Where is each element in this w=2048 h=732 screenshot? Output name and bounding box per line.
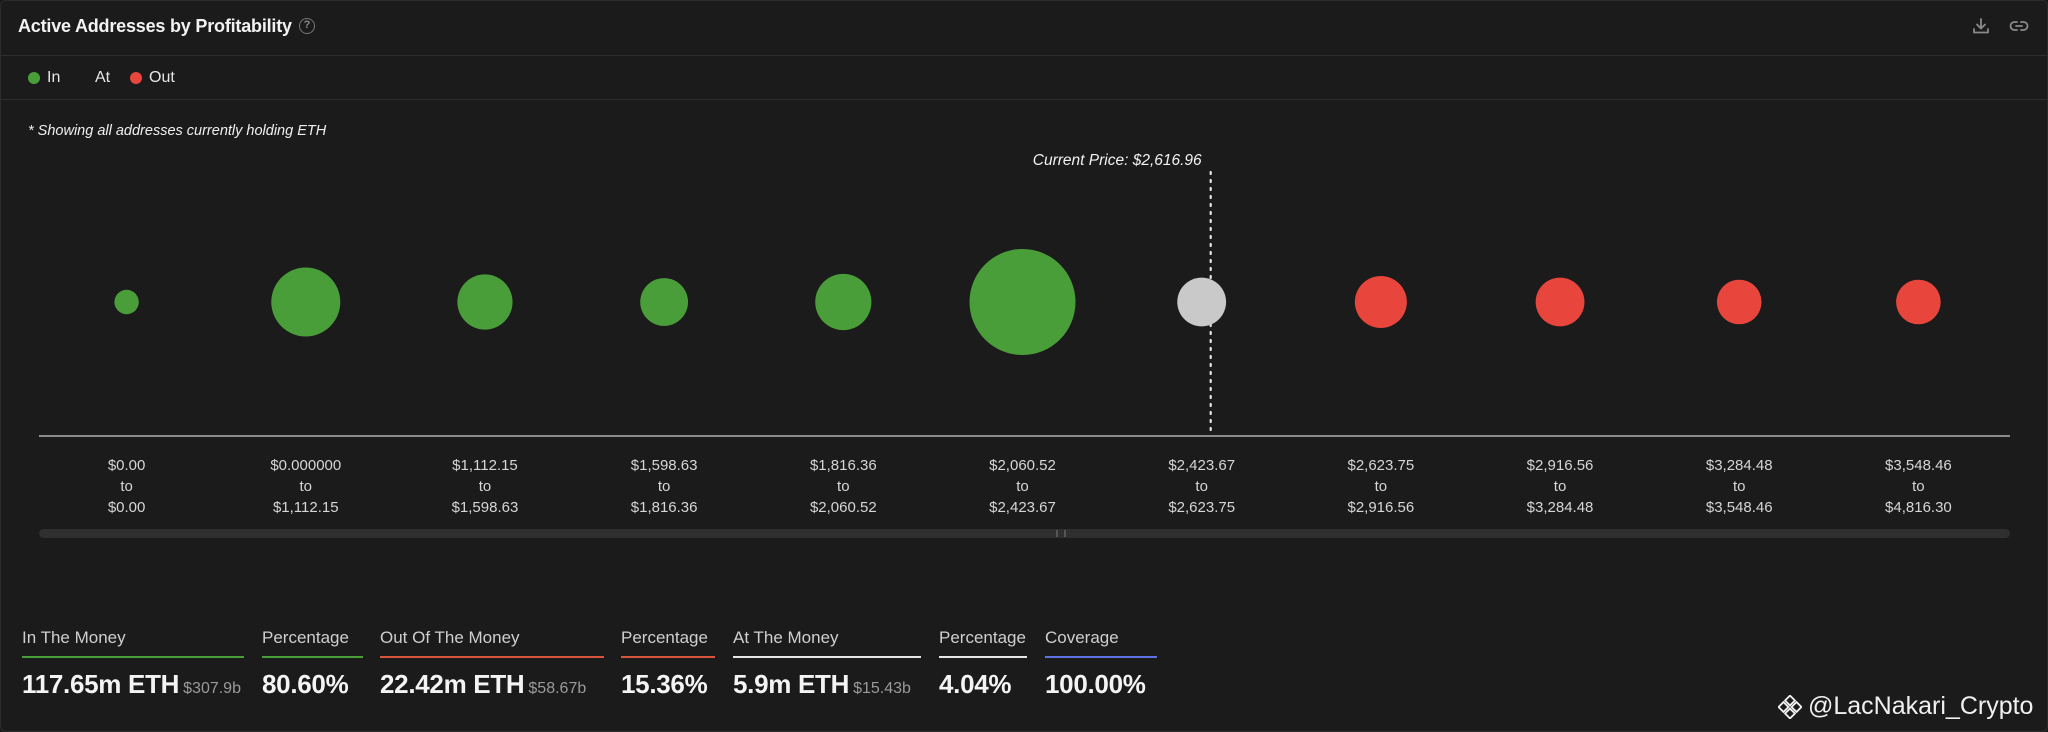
stat-sub-value: $15.43b (853, 680, 911, 697)
stat-value: 4.04% (939, 669, 1012, 699)
stat-in-the-money: In The Money 117.65m ETH $307.9b (22, 628, 244, 700)
chart-note: * Showing all addresses currently holdin… (28, 123, 327, 139)
legend-label-at: At (95, 69, 111, 86)
tick-label: $1,112.15 (273, 499, 339, 516)
tick-label: $0.000000 (270, 457, 341, 474)
tick-label: $0.00 (108, 457, 146, 474)
tick-label: $1,112.15 (452, 457, 518, 474)
tick-label: $3,548.46 (1885, 457, 1952, 474)
stat-underline (262, 656, 363, 658)
stat-label: Out Of The Money (380, 628, 520, 647)
stat-sub-value: $307.9b (183, 680, 241, 697)
stat-underline (733, 656, 921, 658)
stat-label: Percentage (621, 628, 708, 647)
stat-label: Percentage (939, 628, 1026, 647)
legend-item-at[interactable]: At (95, 69, 110, 87)
horizontal-scrollbar[interactable] (39, 529, 2010, 538)
tick-label: $3,284.48 (1527, 499, 1594, 516)
tick-label: $1,816.36 (810, 457, 877, 474)
legend-dot-in (28, 72, 40, 84)
stat-underline (1045, 656, 1157, 658)
tick-label: $3,284.48 (1706, 457, 1773, 474)
tick-label: $2,623.75 (1168, 499, 1235, 516)
tick-label: $1,598.63 (452, 499, 519, 516)
stat-at-the-money: At The Money 5.9m ETH $15.43b (733, 628, 921, 700)
watermark-text: @LacNakari_Crypto (1808, 692, 2034, 720)
tick-label: to (300, 478, 313, 495)
stat-label: Coverage (1045, 628, 1119, 647)
bubble-in (640, 278, 689, 326)
tick-label: $3,548.46 (1706, 499, 1773, 516)
stat-underline (939, 656, 1027, 658)
tick-label: $1,816.36 (631, 499, 698, 516)
tick-label: $2,916.56 (1347, 499, 1414, 516)
bubble-at (1177, 277, 1227, 327)
tick-label: to (1554, 478, 1567, 495)
bubble-chart: Current Price: $2,616.96 $0.00 to $0.00 $0.0… (39, 152, 2010, 516)
bubble-out (1896, 279, 1941, 325)
tick-label: $1,598.63 (631, 457, 698, 474)
stat-coverage: Coverage 100.00% (1045, 628, 1157, 700)
page-title: Active Addresses by Profitability (18, 16, 292, 36)
panel-header: Active Addresses by Profitability ? (0, 0, 2048, 56)
legend-item-in[interactable]: In (28, 69, 60, 87)
bubble-in (271, 267, 341, 337)
bubble-out (1716, 279, 1762, 325)
tick-label: to (837, 478, 850, 495)
bubble-out (1354, 276, 1407, 328)
stat-at-percentage: Percentage 4.04% (939, 628, 1027, 700)
tick-label: to (1912, 478, 1925, 495)
chart-legend: In At Out (0, 57, 2048, 100)
stat-value: 100.00% (1045, 669, 1146, 699)
link-icon[interactable] (2008, 15, 2030, 37)
bubble-out (1535, 277, 1585, 327)
help-icon[interactable]: ? (299, 18, 315, 34)
tick-label: to (479, 478, 492, 495)
tick-label: $2,623.75 (1347, 457, 1414, 474)
tick-label: to (1195, 478, 1208, 495)
tick-label: $2,423.67 (1168, 457, 1235, 474)
stat-out-percentage: Percentage 15.36% (621, 628, 715, 700)
scrollbar-grip-icon[interactable] (1056, 530, 1066, 537)
download-icon[interactable] (1970, 15, 1992, 37)
bubble-in (457, 274, 513, 330)
stat-label: Percentage (262, 628, 349, 647)
tick-label: to (1733, 478, 1746, 495)
bubble-in (969, 249, 1076, 355)
stat-value: 117.65m ETH $307.9b (22, 669, 241, 699)
legend-dot-out (130, 72, 142, 84)
tick-label: to (658, 478, 671, 495)
stat-underline (380, 656, 604, 658)
stat-label: In The Money (22, 628, 126, 647)
stat-value: 5.9m ETH $15.43b (733, 669, 911, 699)
stat-value: 80.60% (262, 669, 349, 699)
legend-label-in: In (47, 69, 61, 86)
tick-label: $2,060.52 (989, 457, 1056, 474)
bubble-in (114, 289, 139, 315)
tick-label: to (1016, 478, 1029, 495)
tick-label: $2,423.67 (989, 499, 1056, 516)
stat-in-percentage: Percentage 80.60% (262, 628, 363, 700)
legend-label-out: Out (149, 69, 175, 86)
stat-sub-value: $58.67b (528, 680, 587, 697)
legend-item-out[interactable]: Out (130, 69, 175, 87)
tick-label: to (1375, 478, 1388, 495)
bubble-in (815, 273, 872, 331)
tick-label: $2,060.52 (810, 499, 877, 516)
tick-label: $2,916.56 (1527, 457, 1594, 474)
current-price-label: Current Price: $2,616.96 (1033, 152, 1202, 169)
stat-out-of-the-money: Out Of The Money 22.42m ETH $58.67b (380, 628, 604, 700)
tick-label: to (120, 478, 133, 495)
stat-value: 15.36% (621, 669, 708, 699)
stat-underline (22, 656, 244, 658)
stat-underline (621, 656, 715, 658)
stat-value: 22.42m ETH $58.67b (380, 669, 587, 699)
watermark: @LacNakari_Crypto (1778, 692, 2033, 721)
binance-logo-icon (1778, 694, 1802, 719)
tick-label: $4,816.30 (1885, 499, 1952, 516)
tick-label: $0.00 (108, 499, 146, 516)
stat-label: At The Money (733, 628, 839, 647)
